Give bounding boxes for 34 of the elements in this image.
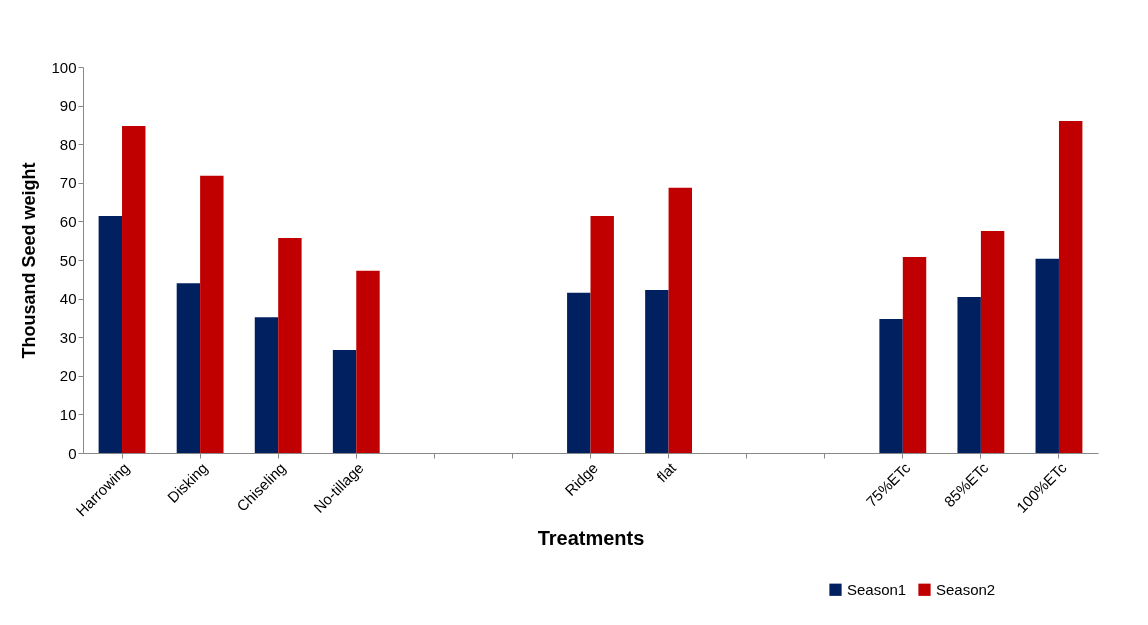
y-tick-label: 10 [59, 405, 77, 423]
bar [590, 216, 614, 453]
bar [1058, 121, 1083, 453]
bar [980, 231, 1005, 453]
y-axis-title: Thousand Seed weight [19, 162, 40, 359]
bar [98, 216, 123, 453]
bar [957, 297, 981, 453]
y-tick-label: 30 [59, 328, 77, 346]
y-tick-label: 70 [59, 174, 77, 192]
bar [278, 238, 302, 453]
bar [254, 317, 279, 453]
y-tick-label: 80 [59, 135, 77, 153]
bar [902, 256, 927, 453]
bar [176, 283, 201, 453]
bar [668, 187, 692, 453]
y-tick-label: 100 [51, 58, 77, 76]
y-tick-label: 20 [59, 367, 77, 385]
bar [567, 292, 591, 453]
bar [879, 319, 903, 453]
x-tick-label: flat [653, 458, 680, 486]
legend-label: Season2 [936, 580, 996, 598]
bar [1035, 258, 1059, 453]
bar [200, 175, 224, 453]
y-tick-label: 40 [59, 290, 77, 308]
bar [122, 126, 146, 453]
y-tick-label: 60 [59, 212, 77, 230]
bar [356, 270, 380, 453]
legend-label: Season1 [847, 580, 907, 598]
y-tick-label: 0 [68, 444, 77, 462]
bar [332, 349, 357, 453]
bar [645, 290, 669, 453]
y-tick-label: 50 [59, 251, 77, 269]
x-axis-title: Treatments [537, 527, 645, 550]
y-tick-label: 90 [59, 97, 77, 115]
